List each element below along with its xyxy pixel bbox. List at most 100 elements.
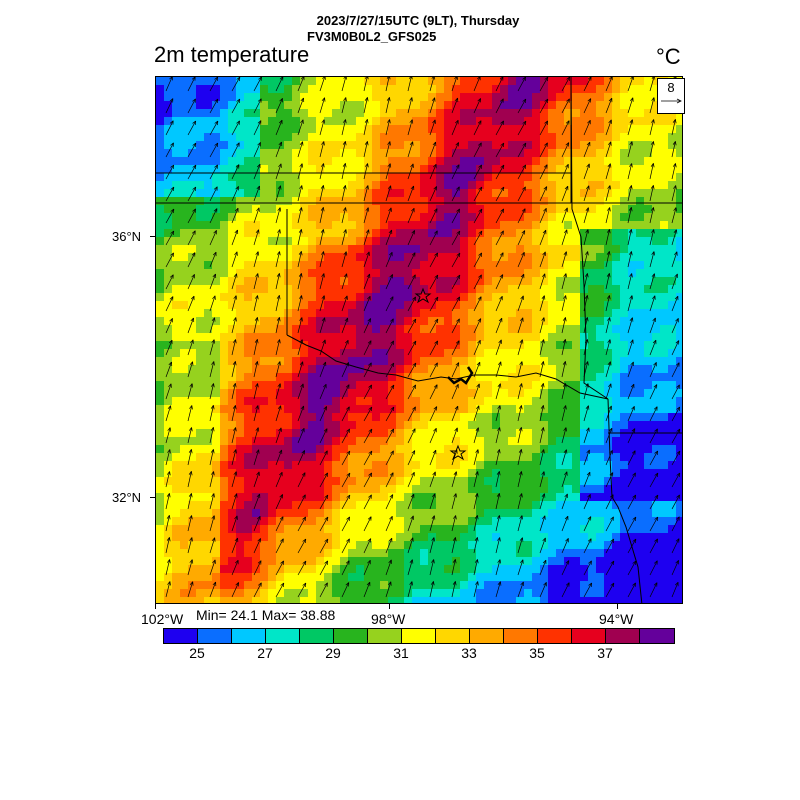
field-cell: [556, 149, 564, 157]
field-cell: [292, 413, 300, 421]
field-cell: [356, 229, 364, 237]
field-cell: [556, 493, 564, 501]
field-cell: [356, 213, 364, 221]
wind-arrow: [429, 340, 439, 356]
field-cell: [284, 421, 292, 429]
field-cell: [588, 93, 596, 101]
field-cell: [524, 453, 532, 461]
field-cell: [492, 453, 500, 461]
field-cell: [220, 541, 228, 549]
wind-arrow: [187, 230, 196, 246]
field-cell: [380, 309, 388, 317]
field-cell: [164, 181, 172, 189]
field-cell: [316, 365, 324, 373]
field-cell: [524, 349, 532, 357]
wind-arrow: [671, 581, 679, 598]
field-cell: [588, 189, 596, 197]
field-cell: [636, 221, 644, 229]
field-cell: [452, 213, 460, 221]
field-cell: [180, 597, 188, 603]
field-cell: [396, 165, 404, 173]
field-cell: [404, 437, 412, 445]
field-cell: [356, 509, 364, 517]
field-cell: [524, 253, 532, 261]
field-cell: [620, 109, 628, 117]
field-cell: [420, 341, 428, 349]
field-cell: [348, 413, 356, 421]
field-cell: [612, 261, 620, 269]
field-cell: [340, 237, 348, 245]
field-cell: [268, 333, 276, 341]
field-cell: [164, 285, 172, 293]
field-cell: [404, 245, 412, 253]
field-cell: [372, 165, 380, 173]
wind-arrow: [605, 494, 614, 510]
field-cell: [396, 445, 404, 453]
lon-tick-102w: [155, 604, 156, 609]
field-cell: [388, 381, 396, 389]
field-cell: [500, 269, 508, 277]
wind-arrow: [473, 427, 480, 444]
field-cell: [188, 229, 196, 237]
field-cell: [308, 557, 316, 565]
field-cell: [164, 501, 172, 509]
wind-arrow: [495, 208, 505, 224]
wind-arrow: [407, 185, 415, 202]
field-cell: [252, 317, 260, 325]
field-cell: [508, 245, 516, 253]
field-cell: [580, 101, 588, 109]
field-cell: [428, 453, 436, 461]
field-cell: [644, 277, 652, 285]
field-cell: [596, 357, 604, 365]
field-cell: [444, 573, 452, 581]
field-cell: [596, 253, 604, 261]
field-cell: [236, 581, 244, 589]
field-cell: [212, 517, 220, 525]
field-cell: [596, 205, 604, 213]
field-cell: [492, 269, 500, 277]
field-cell: [556, 477, 564, 485]
field-cell: [676, 477, 682, 485]
field-cell: [308, 93, 316, 101]
field-cell: [340, 229, 348, 237]
field-cell: [556, 357, 564, 365]
field-cell: [612, 173, 620, 181]
wind-arrow: [297, 229, 303, 246]
field-cell: [196, 597, 204, 603]
field-cell: [180, 277, 188, 285]
field-cell: [356, 589, 364, 597]
field-cell: [532, 93, 540, 101]
wind-arrow: [627, 295, 633, 312]
wind-arrow: [473, 208, 483, 224]
field-cell: [628, 549, 636, 557]
field-cell: [276, 445, 284, 453]
field-cell: [356, 405, 364, 413]
field-cell: [612, 213, 620, 221]
field-cell: [348, 85, 356, 93]
wind-arrow: [187, 581, 194, 598]
field-cell: [388, 261, 396, 269]
field-cell: [180, 357, 188, 365]
field-cell: [380, 381, 388, 389]
field-cell: [460, 189, 468, 197]
field-cell: [212, 429, 220, 437]
field-cell: [612, 445, 620, 453]
field-cell: [356, 205, 364, 213]
field-cell: [548, 237, 556, 245]
field-cell: [572, 453, 580, 461]
field-cell: [676, 437, 682, 445]
field-cell: [372, 373, 380, 381]
field-cell: [188, 445, 196, 453]
field-cell: [268, 77, 276, 85]
field-cell: [348, 197, 356, 205]
field-cell: [292, 557, 300, 565]
field-cell: [628, 477, 636, 485]
red-river-border: [286, 334, 609, 400]
field-cell: [492, 469, 500, 477]
field-cell: [156, 237, 164, 245]
field-cell: [516, 381, 524, 389]
field-cell: [652, 189, 660, 197]
field-cell: [164, 413, 172, 421]
field-cell: [460, 197, 468, 205]
field-cell: [412, 181, 420, 189]
